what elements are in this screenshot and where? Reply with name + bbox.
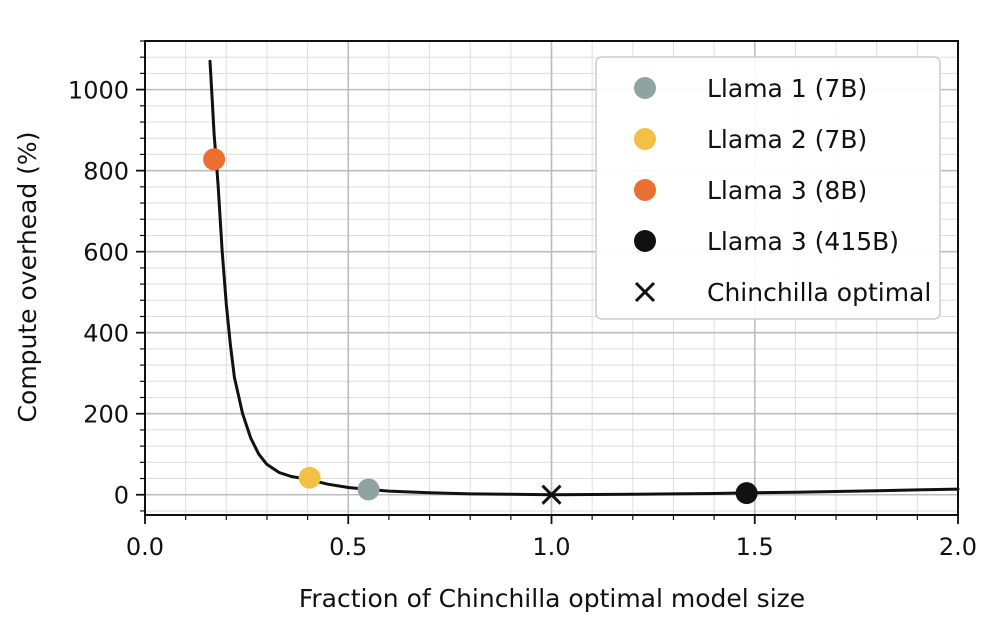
y-axis-label: Compute overhead (%)	[13, 132, 42, 423]
legend-box	[595, 56, 941, 320]
y-tick-label: 600	[83, 239, 129, 267]
legend-marker-llama-1-7b	[634, 77, 656, 99]
legend-label-llama-3-8b: Llama 3 (8B)	[707, 176, 867, 205]
marker-layer	[203, 148, 758, 505]
point-llama-3-415b	[735, 482, 758, 505]
x-marker-stroke	[541, 484, 562, 505]
y-tick-label: 200	[83, 401, 129, 429]
point-llama-2-7b	[298, 466, 321, 489]
legend-label-llama-2-7b: Llama 2 (7B)	[707, 125, 867, 154]
point-chinchilla-optimal	[541, 484, 562, 505]
x-tick-label: 1.0	[532, 533, 570, 561]
legend-marker-chinchilla-optimal	[634, 281, 656, 303]
y-tick-label: 400	[83, 320, 129, 348]
x-tick-label: 0.5	[329, 533, 367, 561]
legend-marker-llama-3-415b	[634, 230, 656, 252]
legend-label-llama-3-415b: Llama 3 (415B)	[707, 227, 899, 256]
curve-layer	[208, 59, 960, 497]
x-marker-stroke	[634, 281, 656, 303]
legend: Llama 1 (7B) Llama 2 (7B) Llama 3 (8B) Llam…	[595, 56, 941, 320]
overhead-curve	[208, 59, 960, 497]
point-llama-3-8b	[203, 148, 226, 171]
x-tick-label: 1.5	[736, 533, 774, 561]
point-llama-1-7b	[357, 478, 380, 501]
legend-label-chinchilla-optimal: Chinchilla optimal	[707, 278, 931, 307]
axes: 0.0 0.5 1.0 1.5 2.0 0 200 400 600 800 1000	[68, 40, 977, 561]
x-axis-label: Fraction of Chinchilla optimal model siz…	[299, 584, 805, 613]
legend-label-llama-1-7b: Llama 1 (7B)	[707, 74, 867, 103]
legend-marker-llama-2-7b	[634, 128, 656, 150]
y-tick-label: 0	[114, 482, 129, 510]
legend-marker-llama-3-8b	[634, 179, 656, 201]
y-tick-label: 1000	[68, 77, 129, 105]
x-tick-label: 0.0	[126, 533, 164, 561]
x-tick-label: 2.0	[939, 533, 977, 561]
y-tick-label: 800	[83, 158, 129, 186]
